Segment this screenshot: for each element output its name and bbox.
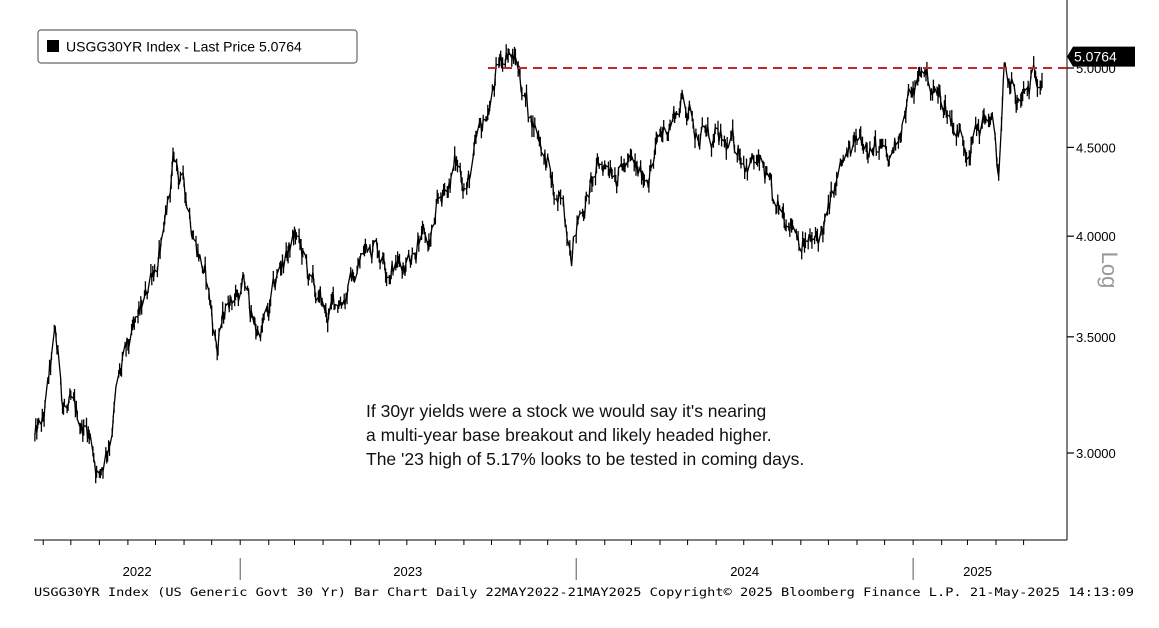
series-line bbox=[34, 44, 1043, 484]
y-tick-label: 4.0000 bbox=[1076, 229, 1116, 244]
annotation-line-3: The '23 high of 5.17% looks to be tested… bbox=[366, 449, 804, 469]
x-axis-year-labels: 2022 2023 2024 2025 bbox=[123, 564, 992, 579]
annotation-line-2: a multi-year base breakout and likely he… bbox=[366, 425, 772, 445]
y-tick-label: 3.0000 bbox=[1076, 446, 1116, 461]
series-group bbox=[34, 44, 1043, 484]
y-scale-label: Log bbox=[1097, 252, 1122, 289]
last-price-tag: 5.0764 bbox=[1067, 46, 1135, 67]
x-year-label: 2022 bbox=[123, 564, 152, 579]
legend-box bbox=[37, 29, 358, 64]
x-year-label: 2023 bbox=[393, 564, 422, 579]
y-tick-label: 4.5000 bbox=[1076, 140, 1116, 155]
annotation: If 30yr yields were a stock we would say… bbox=[366, 401, 804, 469]
chart-footer: USGG30YR Index (US Generic Govt 30 Yr) B… bbox=[34, 585, 1134, 599]
legend: USGG30YR Index - Last Price 5.0764 bbox=[37, 29, 358, 64]
legend-label: USGG30YR Index - Last Price 5.0764 bbox=[66, 39, 302, 55]
y-tick-label: 3.5000 bbox=[1076, 330, 1116, 345]
x-axis-ticks bbox=[42, 540, 1025, 580]
last-price-tag-shape bbox=[1067, 46, 1135, 67]
x-year-label: 2025 bbox=[963, 564, 992, 579]
last-price-label: 5.0764 bbox=[1074, 49, 1117, 65]
x-year-label: 2024 bbox=[730, 564, 759, 579]
legend-swatch bbox=[47, 40, 59, 52]
annotation-line-1: If 30yr yields were a stock we would say… bbox=[366, 401, 766, 421]
